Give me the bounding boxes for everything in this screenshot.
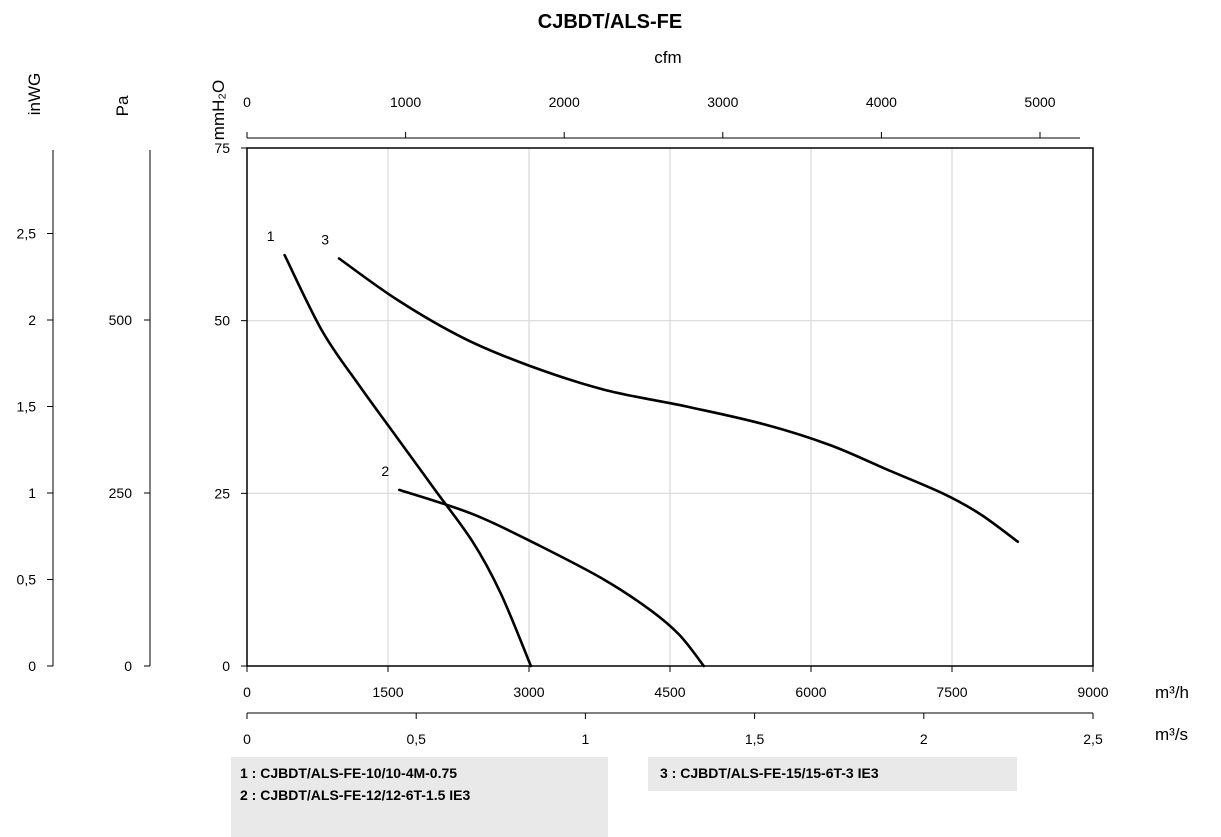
curve-2: [398, 488, 706, 668]
inwg-tick-label: 0: [28, 658, 36, 674]
x-tick-label: 4500: [654, 684, 685, 700]
x-tick-label: 1500: [372, 684, 403, 700]
cfm-tick-label: 2000: [549, 94, 580, 110]
legend-entry-3: 3 : CJBDT/ALS-FE-15/15-6T-3 IE3: [660, 765, 879, 781]
curve-label-1: 1: [267, 228, 275, 244]
m3s-tick-label: 0: [243, 731, 251, 747]
pa-axis-unit: Pa: [113, 95, 132, 116]
inwg-tick-label: 0,5: [17, 572, 37, 588]
pa-tick-label: 500: [109, 312, 133, 328]
cfm-tick-label: 3000: [707, 94, 738, 110]
cfm-tick-label: 5000: [1024, 94, 1055, 110]
cfm-tick-label: 4000: [866, 94, 897, 110]
m3s-tick-label: 1,5: [745, 731, 765, 747]
m3s-tick-label: 2,5: [1083, 731, 1103, 747]
curve-label-3: 3: [321, 232, 329, 248]
m3s-axis-unit: m³/s: [1155, 725, 1188, 744]
y-tick-label: 50: [214, 313, 230, 329]
y-axis-unit-mmh2o: mmH₂O: [209, 80, 228, 140]
x-tick-label: 3000: [513, 684, 544, 700]
curves: 1 2 3: [267, 228, 1020, 668]
inwg-tick-label: 1: [28, 485, 36, 501]
cfm-tick-label: 1000: [390, 94, 421, 110]
inwg-axis-unit: inWG: [25, 73, 44, 116]
pa-tick-label: 0: [124, 658, 132, 674]
inwg-tick-label: 1,5: [17, 399, 37, 415]
x-tick-label: 9000: [1077, 684, 1108, 700]
legend-entry-1: 1 : CJBDT/ALS-FE-10/10-4M-0.75: [240, 765, 457, 781]
y-tick-label: 0: [222, 658, 230, 674]
cfm-axis-unit: cfm: [654, 48, 681, 67]
y-tick-label: 75: [214, 140, 230, 156]
legend-entry-2: 2 : CJBDT/ALS-FE-12/12-6T-1.5 IE3: [240, 787, 471, 803]
chart-title: CJBDT/ALS-FE: [538, 11, 682, 33]
legend-box-2: [648, 757, 1017, 791]
curve-label-2: 2: [381, 463, 389, 479]
pa-tick-label: 250: [109, 485, 133, 501]
x-tick-label: 0: [243, 684, 251, 700]
x-tick-label: 7500: [936, 684, 967, 700]
legend-box-1: [231, 757, 608, 837]
legend: 1 : CJBDT/ALS-FE-10/10-4M-0.75 2 : CJBDT…: [231, 757, 1017, 837]
x-tick-label: 6000: [795, 684, 826, 700]
inwg-tick-label: 2: [28, 312, 36, 328]
y-tick-label: 25: [214, 485, 230, 501]
m3s-tick-label: 0,5: [406, 731, 426, 747]
grid-lines: [247, 148, 1093, 666]
cfm-tick-label: 0: [243, 94, 251, 110]
m3s-tick-label: 2: [920, 731, 928, 747]
curve-1: [283, 253, 533, 668]
m3s-tick-label: 1: [582, 731, 590, 747]
curve-3: [337, 257, 1020, 543]
x-axis-unit-m3h: m³/h: [1155, 683, 1189, 702]
inwg-tick-label: 2,5: [17, 226, 37, 242]
axes: 0 1500 3000 4500 6000 7500 9000 m³/h0255075mmH₂…: [17, 48, 1189, 747]
